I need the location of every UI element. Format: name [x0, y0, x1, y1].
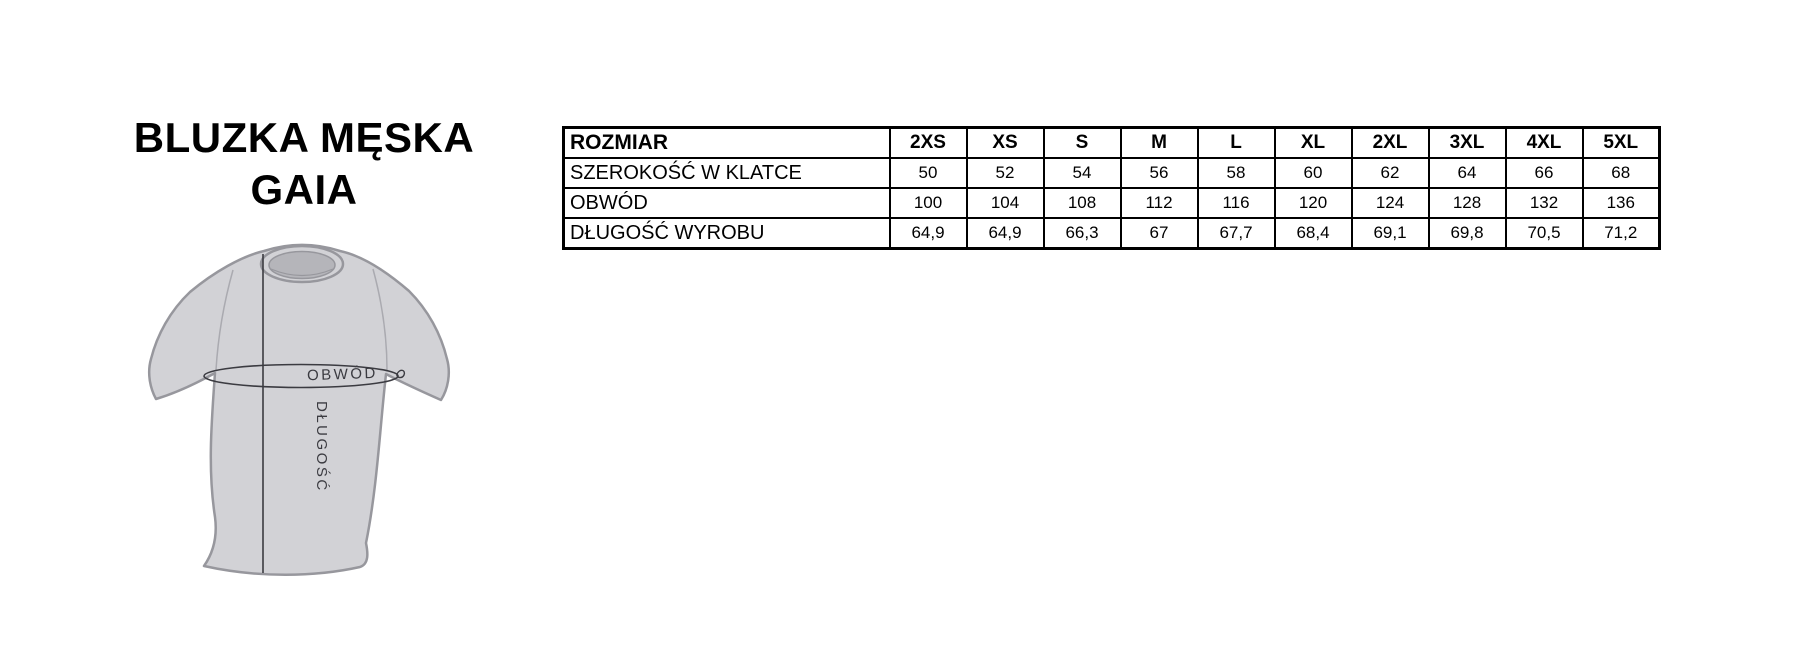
value-cell: 112: [1119, 187, 1199, 219]
size-header: 4XL: [1504, 126, 1584, 159]
length-label: DŁUGOŚĆ: [313, 401, 331, 493]
size-header: S: [1042, 126, 1122, 159]
value-cell: 128: [1427, 187, 1507, 219]
table-row-header: ROZMIAR 2XS XS S M L XL 2XL 3XL 4XL 5XL: [562, 126, 1661, 159]
value-cell: 124: [1350, 187, 1430, 219]
value-cell: 54: [1042, 157, 1122, 189]
value-cell: 68,4: [1273, 217, 1353, 250]
value-cell: 69,1: [1350, 217, 1430, 250]
value-cell: 64: [1427, 157, 1507, 189]
value-cell: 116: [1196, 187, 1276, 219]
product-title-line2: GAIA: [250, 166, 358, 213]
left-sleeve-seam: [215, 269, 234, 371]
row-label: DŁUGOŚĆ WYROBU: [562, 217, 891, 250]
value-cell: 67,7: [1196, 217, 1276, 250]
product-title-line1: BLUZKA MĘSKA: [133, 114, 475, 161]
collar-band: [270, 268, 334, 277]
value-cell: 120: [1273, 187, 1353, 219]
value-cell: 136: [1581, 187, 1661, 219]
value-cell: 64,9: [888, 217, 968, 250]
table-row-product-length: DŁUGOŚĆ WYROBU 64,9 64,9 66,3 67 67,7 68…: [562, 217, 1661, 250]
value-cell: 56: [1119, 157, 1199, 189]
value-cell: 71,2: [1581, 217, 1661, 250]
size-header: XS: [965, 126, 1045, 159]
circumference-measure-ellipse: [203, 363, 399, 389]
collar-inner: [268, 250, 336, 280]
value-cell: 52: [965, 157, 1045, 189]
value-cell: 132: [1504, 187, 1584, 219]
size-header: M: [1119, 126, 1199, 159]
value-cell: 104: [965, 187, 1045, 219]
value-cell: 66,3: [1042, 217, 1122, 250]
value-cell: 60: [1273, 157, 1353, 189]
value-cell: 70,5: [1504, 217, 1584, 250]
tshirt-diagram: OBWÓD DŁUGOŚĆ: [147, 243, 450, 576]
size-header: 2XL: [1350, 126, 1430, 159]
value-cell: 69,8: [1427, 217, 1507, 250]
table-row-circumference: OBWÓD 100 104 108 112 116 120 124 128 13…: [562, 187, 1661, 219]
size-header: 3XL: [1427, 126, 1507, 159]
value-cell: 62: [1350, 157, 1430, 189]
size-header: 5XL: [1581, 126, 1661, 159]
row-label: SZEROKOŚĆ W KLATCE: [562, 157, 891, 189]
value-cell: 66: [1504, 157, 1584, 189]
size-table: ROZMIAR 2XS XS S M L XL 2XL 3XL 4XL 5XL …: [562, 126, 1661, 250]
product-title: BLUZKA MĘSKA GAIA: [116, 112, 492, 216]
value-cell: 67: [1119, 217, 1199, 250]
circumference-label: OBWÓD: [307, 365, 378, 384]
rozmiar-header: ROZMIAR: [562, 126, 891, 159]
value-cell: 64,9: [965, 217, 1045, 250]
size-header: L: [1196, 126, 1276, 159]
value-cell: 100: [888, 187, 968, 219]
right-sleeve-seam: [372, 268, 388, 371]
value-cell: 108: [1042, 187, 1122, 219]
row-label: OBWÓD: [562, 187, 891, 219]
size-header: 2XS: [888, 126, 968, 159]
circumference-ellipse-curl: [396, 369, 406, 379]
value-cell: 50: [888, 157, 968, 189]
value-cell: 58: [1196, 157, 1276, 189]
value-cell: 68: [1581, 157, 1661, 189]
size-header: XL: [1273, 126, 1353, 159]
table-row-chest-width: SZEROKOŚĆ W KLATCE 50 52 54 56 58 60 62 …: [562, 157, 1661, 189]
tshirt-body: [147, 243, 450, 576]
